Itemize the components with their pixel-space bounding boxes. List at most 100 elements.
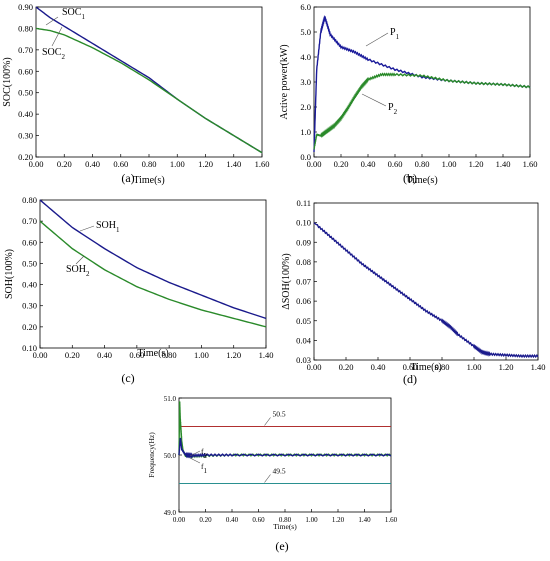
series-label: f1 xyxy=(201,462,208,475)
plot-frame xyxy=(313,202,539,361)
panel-c-soh-chart: 0.00 0.20 0.40 0.60 0.80 1.00 1.20 1.40 0.10 0.20… xyxy=(4,195,273,385)
x-tick-label: 0.00 xyxy=(33,350,48,360)
panel-d-delta-soh-chart: 0.00 0.20 0.40 0.60 0.80 1.00 1.20 1.40 0.03 0.04… xyxy=(281,198,545,386)
y-tick-label: 0.04 xyxy=(296,335,312,345)
x-tick-label: 1.00 xyxy=(170,159,185,169)
x-tick-label: 1.20 xyxy=(198,159,213,169)
x-tick-label: 0.00 xyxy=(307,159,322,169)
x-tick-label: 1.20 xyxy=(332,516,345,524)
y-tick-label: 0.07 xyxy=(296,277,311,287)
series-label-leader xyxy=(45,16,59,26)
y-tick-label: 3.0 xyxy=(300,77,311,87)
y-tick-label: 0.80 xyxy=(22,195,37,205)
series-label: P2 xyxy=(388,102,398,116)
y-tick-label: 0.40 xyxy=(18,109,33,119)
x-tick-label: 0.40 xyxy=(85,159,100,169)
x-tick-label: 1.60 xyxy=(385,516,398,524)
y-tick-label: 0.30 xyxy=(22,301,37,311)
reference-leader xyxy=(264,417,271,426)
y-tick-label: 0.09 xyxy=(296,237,311,247)
y-tick-label: 0.11 xyxy=(296,198,311,208)
series-label: f2 xyxy=(201,447,208,460)
x-tick-label: 0.60 xyxy=(113,159,128,169)
y-tick-label: 49.0 xyxy=(164,509,177,517)
x-tick-label: 0.00 xyxy=(173,516,186,524)
x-tick-label: 0.80 xyxy=(415,159,430,169)
y-tick-label: 0.03 xyxy=(296,355,311,365)
x-axis-title: Time(s) xyxy=(273,522,297,531)
panel-e-frequency-chart: 0.00 0.20 0.40 0.60 0.80 1.00 1.20 1.40 1.60 49.0… xyxy=(147,395,398,553)
series-label-subscript: 1 xyxy=(204,467,208,475)
x-tick-label: 0.00 xyxy=(29,159,44,169)
x-tick-label: 0.40 xyxy=(371,362,386,372)
y-tick-label: 0.70 xyxy=(18,45,33,55)
series-line-2 xyxy=(39,220,267,328)
x-tick-label: 1.60 xyxy=(255,159,270,169)
series-label-subscript: 2 xyxy=(61,53,65,61)
panel-letter: (b) xyxy=(403,171,417,185)
y-tick-label: 0.10 xyxy=(296,218,311,228)
series-label-leader xyxy=(79,225,95,232)
panel-letter: (c) xyxy=(121,371,134,385)
x-tick-label: 0.20 xyxy=(57,159,72,169)
reference-leader xyxy=(264,474,271,483)
series-label: SOH1 xyxy=(96,220,120,234)
x-tick-label: 0.80 xyxy=(142,159,157,169)
series-line-2 xyxy=(178,437,392,459)
x-tick-label: 0.40 xyxy=(226,516,239,524)
y-tick-label: 1.0 xyxy=(300,127,311,137)
series-label: SOH2 xyxy=(66,264,90,278)
x-tick-label: 1.40 xyxy=(226,159,241,169)
plot-frame xyxy=(39,199,267,349)
series-label-subscript: 1 xyxy=(116,226,120,234)
panel-letter: (e) xyxy=(275,539,288,553)
series-label-leader xyxy=(189,457,201,464)
series-label-subscript: 2 xyxy=(204,452,208,460)
x-tick-label: 1.40 xyxy=(496,159,511,169)
y-tick-label: 0.0 xyxy=(300,152,311,162)
series-label: SOC2 xyxy=(42,47,65,61)
x-tick-label: 0.00 xyxy=(307,362,322,372)
y-tick-label: 0.05 xyxy=(296,316,311,326)
x-tick-label: 1.40 xyxy=(358,516,371,524)
series-label-name: P xyxy=(390,27,396,38)
x-tick-label: 1.00 xyxy=(442,159,457,169)
series-label-subscript: 1 xyxy=(81,13,85,21)
y-tick-label: 0.70 xyxy=(22,216,37,226)
series-label-name: SOH xyxy=(66,264,86,275)
series-label-subscript: 2 xyxy=(86,270,90,278)
series-label-leader xyxy=(365,32,389,47)
y-tick-label: 0.20 xyxy=(22,322,37,332)
x-tick-label: 0.40 xyxy=(361,159,376,169)
series-label-subscript: 1 xyxy=(396,33,400,41)
y-tick-label: 0.10 xyxy=(22,343,37,353)
y-tick-label: 0.50 xyxy=(22,258,37,268)
series-label-name: SOC xyxy=(62,7,82,18)
x-axis-title: Time(s) xyxy=(406,175,437,186)
series-label: SOC1 xyxy=(62,7,85,21)
x-tick-label: 1.20 xyxy=(499,362,514,372)
y-axis-title: Active power(kW) xyxy=(279,44,290,119)
x-tick-label: 0.40 xyxy=(97,350,112,360)
series-label-subscript: 2 xyxy=(394,108,398,116)
x-tick-label: 0.80 xyxy=(435,362,450,372)
series-line-1 xyxy=(39,199,267,320)
series-label-name: SOC xyxy=(42,47,62,58)
x-tick-label: 0.20 xyxy=(65,350,80,360)
x-tick-label: 1.40 xyxy=(259,350,274,360)
x-tick-label: 0.60 xyxy=(252,516,265,524)
y-tick-label: 0.30 xyxy=(18,131,33,141)
y-axis-title: SOH(100%) xyxy=(4,249,15,299)
y-tick-label: 0.90 xyxy=(18,2,33,12)
y-tick-label: 50.0 xyxy=(164,452,177,460)
y-tick-label: 51.0 xyxy=(164,395,177,403)
y-tick-label: 5.0 xyxy=(300,27,311,37)
y-tick-label: 0.60 xyxy=(18,66,33,76)
series-label: P1 xyxy=(390,27,400,41)
series-label-name: P xyxy=(388,102,394,113)
x-tick-label: 0.80 xyxy=(162,350,177,360)
series-line-2 xyxy=(313,72,531,150)
x-axis-title: Time(s) xyxy=(137,348,168,359)
y-tick-label: 0.06 xyxy=(296,296,311,306)
